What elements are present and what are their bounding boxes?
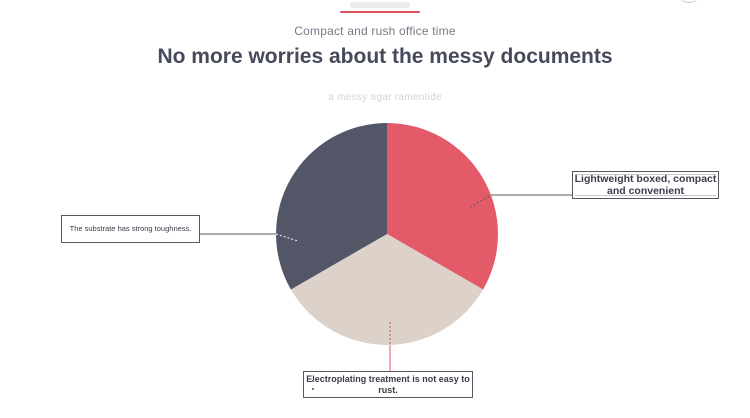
corner-arc-decoration — [680, 0, 698, 3]
top-decoration — [340, 2, 420, 13]
bullet-marks — [312, 378, 314, 392]
callout-electroplating: Electroplating treatment is not easy to … — [303, 371, 473, 398]
top-faded-text — [350, 2, 410, 8]
callout-lightweight: Lightweight boxed, compact and convenien… — [572, 171, 719, 199]
callout-electroplating-text: Electroplating treatment is not easy to … — [306, 374, 470, 395]
callout-substrate: The substrate has strong toughness. — [61, 215, 200, 243]
leader-line-left — [200, 233, 299, 242]
subtitle: Compact and rush office time — [294, 24, 456, 38]
slice-electroplating — [290, 234, 484, 345]
faded-caption: a messy agar ramentide — [328, 92, 442, 103]
slice-lightweight — [387, 123, 498, 290]
headline: No more worries about the messy document… — [157, 45, 613, 68]
leader-line-right — [469, 194, 572, 208]
slice-substrate — [276, 123, 387, 290]
top-red-underline — [340, 11, 420, 13]
